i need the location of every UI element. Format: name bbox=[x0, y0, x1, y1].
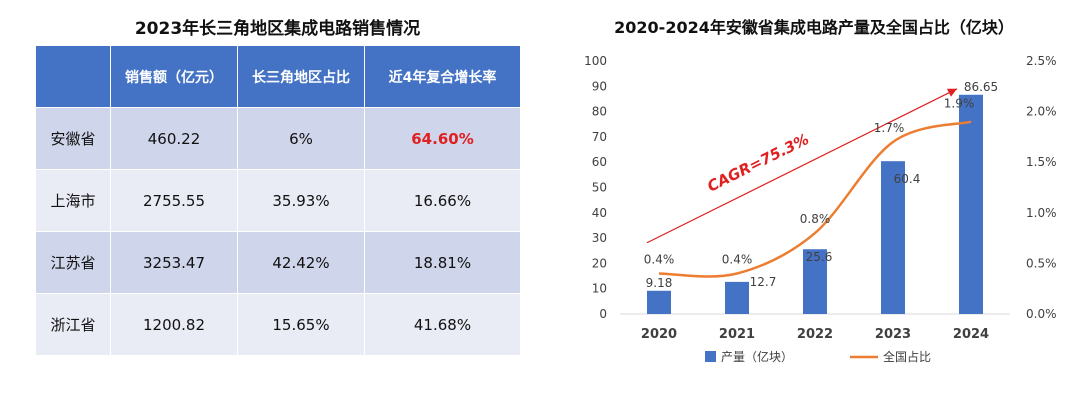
table-cell: 浙江省 bbox=[35, 293, 111, 356]
bar bbox=[881, 161, 905, 314]
table-cell: 2755.55 bbox=[110, 169, 238, 232]
y-left-tick-label: 30 bbox=[592, 231, 607, 245]
table-cell: 3253.47 bbox=[110, 231, 238, 294]
y-left-tick-label: 60 bbox=[592, 155, 607, 169]
x-tick-label: 2023 bbox=[875, 327, 911, 342]
table-cell: 35.93% bbox=[237, 169, 365, 232]
bar-value-label: 86.65 bbox=[964, 80, 998, 94]
y-left-tick-label: 20 bbox=[592, 256, 607, 270]
table-title: 2023年长三角地区集成电路销售情况 bbox=[134, 19, 421, 39]
table-cell: 16.66% bbox=[364, 169, 521, 232]
bar bbox=[803, 249, 827, 314]
highlighted-cell: 64.60% bbox=[364, 107, 521, 170]
table-cell: 安徽省 bbox=[35, 107, 111, 170]
cagr-arrow-head bbox=[946, 88, 957, 97]
legend-bar-swatch bbox=[705, 351, 716, 362]
line-value-label: 1.9% bbox=[944, 97, 975, 111]
y-left-tick-label: 50 bbox=[592, 181, 607, 195]
y-right-tick-label: 0.5% bbox=[1026, 256, 1057, 270]
y-left-tick-label: 70 bbox=[592, 130, 607, 144]
x-tick-label: 2022 bbox=[797, 327, 833, 342]
bar-value-label: 9.18 bbox=[646, 276, 673, 290]
bar bbox=[959, 94, 983, 314]
table-cell: 江苏省 bbox=[35, 231, 111, 294]
y-left-tick-label: 10 bbox=[592, 282, 607, 296]
cagr-arrow-line bbox=[646, 88, 958, 244]
line-value-label: 0.8% bbox=[800, 212, 831, 226]
table-cell: 1200.82 bbox=[110, 293, 238, 356]
line-value-label: 0.4% bbox=[722, 253, 753, 267]
x-tick-label: 2021 bbox=[719, 327, 755, 342]
y-left-tick-label: 40 bbox=[592, 206, 607, 220]
bar bbox=[725, 281, 749, 314]
bar-value-label: 25.6 bbox=[806, 250, 833, 264]
table-row: 浙江省 1200.82 15.65% 41.68% bbox=[35, 293, 521, 356]
table-row: 安徽省 460.22 6% 64.60% bbox=[35, 107, 521, 170]
bar-value-label: 60.4 bbox=[894, 172, 921, 186]
header-cell: 近4年复合增长率 bbox=[364, 45, 521, 108]
table-cell: 460.22 bbox=[110, 107, 238, 170]
table-row: 上海市 2755.55 35.93% 16.66% bbox=[35, 169, 521, 232]
bar bbox=[647, 290, 671, 314]
chart-title: 2020-2024年安徽省集成电路产量及全国占比（亿块） bbox=[614, 18, 1014, 37]
legend-line-label: 全国占比 bbox=[883, 349, 931, 364]
cagr-annotation: CAGR=75.3% bbox=[704, 130, 812, 196]
y-right-tick-label: 0.0% bbox=[1026, 307, 1057, 321]
y-left-tick-label: 0 bbox=[599, 307, 607, 321]
y-right-tick-label: 1.0% bbox=[1026, 206, 1057, 220]
x-tick-label: 2024 bbox=[953, 327, 989, 342]
table-header-row: 销售额（亿元） 长三角地区占比 近4年复合增长率 bbox=[35, 45, 521, 108]
table-cell: 41.68% bbox=[364, 293, 521, 356]
legend-bar-label: 产量（亿块） bbox=[721, 349, 793, 364]
table-cell: 18.81% bbox=[364, 231, 521, 294]
y-right-tick-label: 2.0% bbox=[1026, 105, 1057, 119]
y-right-tick-label: 2.5% bbox=[1026, 54, 1057, 68]
sales-table: 销售额（亿元） 长三角地区占比 近4年复合增长率 安徽省 460.22 6% 6… bbox=[35, 45, 521, 356]
table-row: 江苏省 3253.47 42.42% 18.81% bbox=[35, 231, 521, 294]
table-cell: 42.42% bbox=[237, 231, 365, 294]
share-line bbox=[658, 120, 972, 278]
table-cell: 15.65% bbox=[237, 293, 365, 356]
line-value-label: 1.7% bbox=[874, 121, 905, 135]
x-tick-label: 2020 bbox=[641, 327, 677, 342]
line-value-label: 0.4% bbox=[644, 253, 675, 267]
y-left-tick-label: 100 bbox=[584, 54, 607, 68]
bar-value-label: 12.7 bbox=[750, 275, 777, 289]
y-left-tick-label: 80 bbox=[592, 105, 607, 119]
table-cell: 6% bbox=[237, 107, 365, 170]
table-cell: 上海市 bbox=[35, 169, 111, 232]
y-left-tick-label: 90 bbox=[592, 79, 607, 93]
y-right-tick-label: 1.5% bbox=[1026, 155, 1057, 169]
